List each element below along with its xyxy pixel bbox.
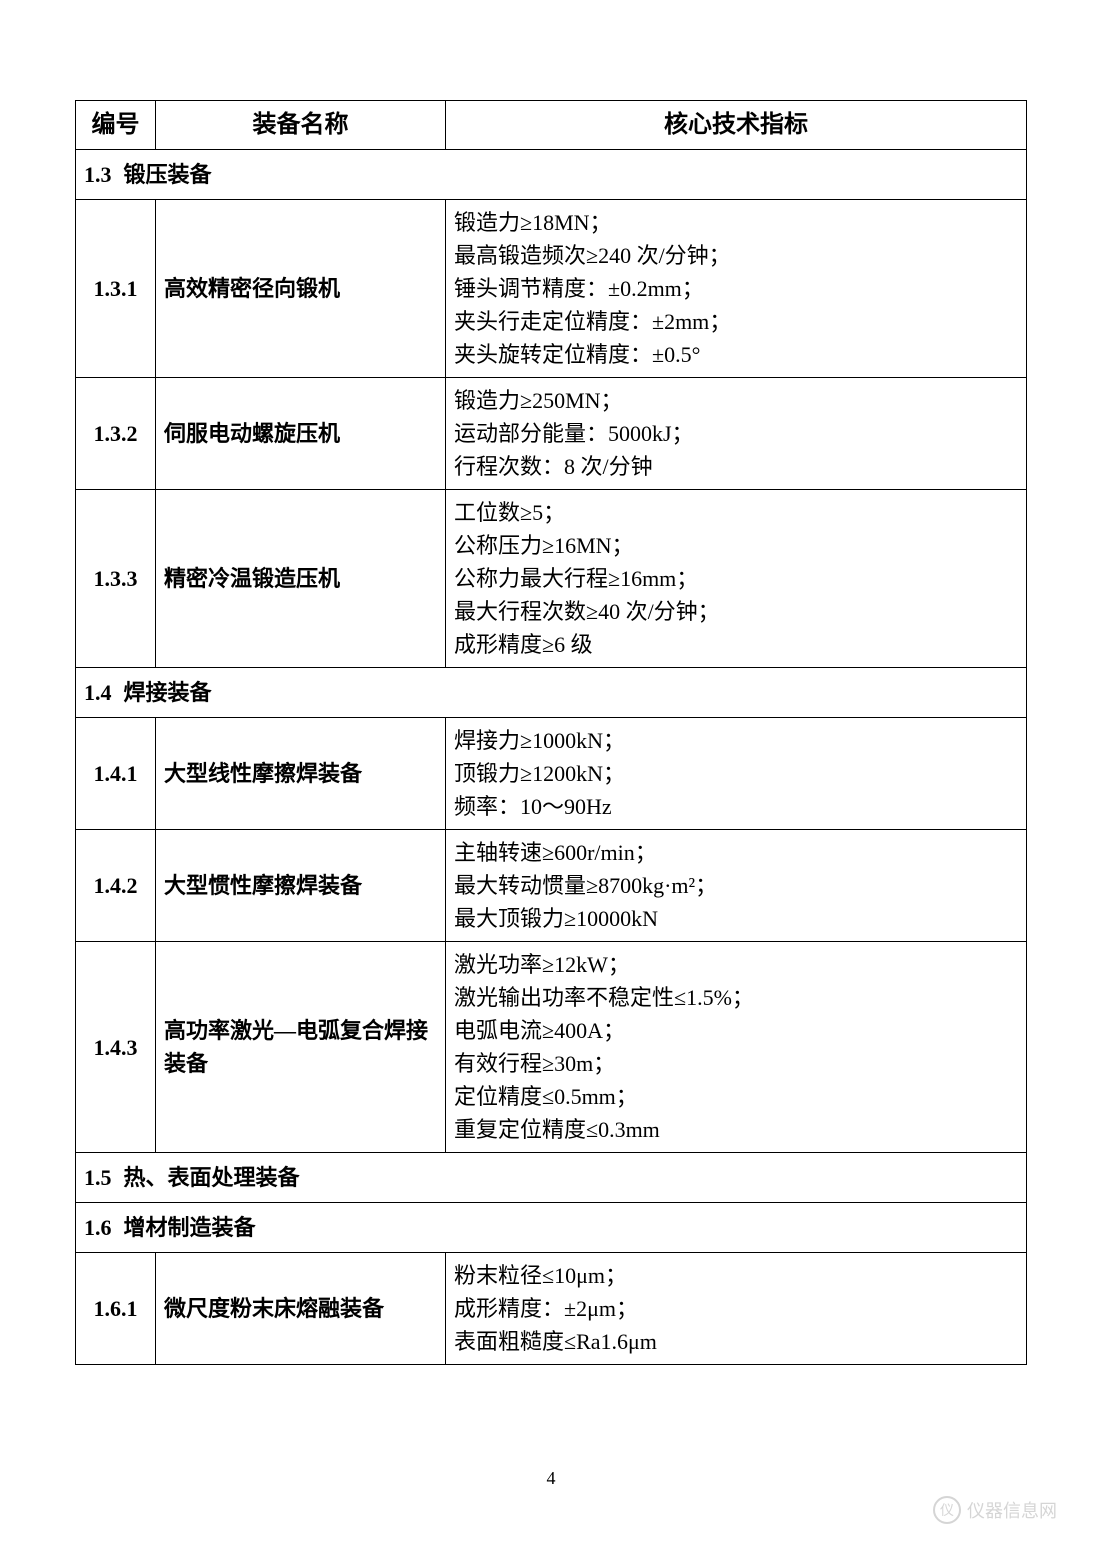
spec-line: 顶锻力≥1200kN； (454, 757, 1018, 790)
header-row: 编号 装备名称 核心技术指标 (76, 101, 1027, 150)
row-id: 1.4.3 (76, 942, 156, 1153)
row-id: 1.3.1 (76, 200, 156, 378)
spec-line: 重复定位精度≤0.3mm (454, 1113, 1018, 1146)
spec-line: 频率：10～90Hz (454, 790, 1018, 823)
row-id: 1.3.3 (76, 490, 156, 668)
header-id: 编号 (76, 101, 156, 150)
spec-line: 行程次数：8 次/分钟 (454, 450, 1018, 483)
spec-line: 夹头旋转定位精度：±0.5° (454, 338, 1018, 371)
table-row: 1.3.1高效精密径向锻机锻造力≥18MN；最高锻造频次≥240 次/分钟；锤头… (76, 200, 1027, 378)
row-id: 1.4.2 (76, 830, 156, 942)
row-spec: 粉末粒径≤10μm；成形精度：±2μm；表面粗糙度≤Ra1.6μm (446, 1253, 1027, 1365)
row-spec: 工位数≥5；公称压力≥16MN；公称力最大行程≥16mm；最大行程次数≥40 次… (446, 490, 1027, 668)
table-body: 1.3 锻压装备 1.3.1高效精密径向锻机锻造力≥18MN；最高锻造频次≥240 … (76, 150, 1027, 1365)
spec-line: 表面粗糙度≤Ra1.6μm (454, 1325, 1018, 1358)
spec-line: 锻造力≥250MN； (454, 384, 1018, 417)
header-spec: 核心技术指标 (446, 101, 1027, 150)
section-title: 1.5 热、表面处理装备 (76, 1153, 1027, 1203)
row-name: 微尺度粉末床熔融装备 (156, 1253, 446, 1365)
spec-line: 定位精度≤0.5mm； (454, 1080, 1018, 1113)
spec-line: 最大顶锻力≥10000kN (454, 902, 1018, 935)
spec-line: 焊接力≥1000kN； (454, 724, 1018, 757)
row-spec: 激光功率≥12kW；激光输出功率不稳定性≤1.5%；电弧电流≥400A；有效行程… (446, 942, 1027, 1153)
spec-line: 锻造力≥18MN； (454, 206, 1018, 239)
equipment-table: 编号 装备名称 核心技术指标 1.3 锻压装备 1.3.1高效精密径向锻机锻造力≥1… (75, 100, 1027, 1365)
spec-line: 工位数≥5； (454, 496, 1018, 529)
table-row: 1.4.3高功率激光—电弧复合焊接装备激光功率≥12kW；激光输出功率不稳定性≤… (76, 942, 1027, 1153)
spec-line: 激光输出功率不稳定性≤1.5%； (454, 981, 1018, 1014)
row-spec: 焊接力≥1000kN；顶锻力≥1200kN；频率：10～90Hz (446, 718, 1027, 830)
row-spec: 锻造力≥250MN；运动部分能量：5000kJ；行程次数：8 次/分钟 (446, 378, 1027, 490)
row-spec: 主轴转速≥600r/min；最大转动惯量≥8700kg·m²；最大顶锻力≥100… (446, 830, 1027, 942)
spec-line: 夹头行走定位精度：±2mm； (454, 305, 1018, 338)
watermark-icon: 仪 (933, 1496, 961, 1524)
section-num: 1.5 (84, 1161, 112, 1194)
table-row: 1.3.3精密冷温锻造压机工位数≥5；公称压力≥16MN；公称力最大行程≥16m… (76, 490, 1027, 668)
row-name: 大型线性摩擦焊装备 (156, 718, 446, 830)
spec-line: 运动部分能量：5000kJ； (454, 417, 1018, 450)
table-row: 1.4.2大型惯性摩擦焊装备主轴转速≥600r/min；最大转动惯量≥8700k… (76, 830, 1027, 942)
spec-line: 成形精度≥6 级 (454, 628, 1018, 661)
row-id: 1.4.1 (76, 718, 156, 830)
row-name: 高效精密径向锻机 (156, 200, 446, 378)
section-num: 1.6 (84, 1211, 112, 1244)
section-row: 1.3 锻压装备 (76, 150, 1027, 200)
row-name: 精密冷温锻造压机 (156, 490, 446, 668)
row-name: 大型惯性摩擦焊装备 (156, 830, 446, 942)
spec-line: 激光功率≥12kW； (454, 948, 1018, 981)
section-title: 1.4 焊接装备 (76, 668, 1027, 718)
spec-line: 公称压力≥16MN； (454, 529, 1018, 562)
spec-line: 电弧电流≥400A； (454, 1014, 1018, 1047)
section-title: 1.3 锻压装备 (76, 150, 1027, 200)
spec-line: 成形精度：±2μm； (454, 1292, 1018, 1325)
section-title-text: 锻压装备 (124, 162, 212, 187)
spec-line: 有效行程≥30m； (454, 1047, 1018, 1080)
table-row: 1.3.2伺服电动螺旋压机锻造力≥250MN；运动部分能量：5000kJ；行程次… (76, 378, 1027, 490)
spec-line: 锤头调节精度：±0.2mm； (454, 272, 1018, 305)
row-id: 1.6.1 (76, 1253, 156, 1365)
section-row: 1.6 增材制造装备 (76, 1203, 1027, 1253)
spec-line: 最大行程次数≥40 次/分钟； (454, 595, 1018, 628)
table-row: 1.6.1微尺度粉末床熔融装备粉末粒径≤10μm；成形精度：±2μm；表面粗糙度… (76, 1253, 1027, 1365)
watermark-text: 仪器信息网 (967, 1497, 1057, 1523)
spec-line: 主轴转速≥600r/min； (454, 836, 1018, 869)
row-name: 伺服电动螺旋压机 (156, 378, 446, 490)
row-name: 高功率激光—电弧复合焊接装备 (156, 942, 446, 1153)
row-spec: 锻造力≥18MN；最高锻造频次≥240 次/分钟；锤头调节精度：±0.2mm；夹… (446, 200, 1027, 378)
section-title-text: 焊接装备 (124, 680, 212, 705)
section-row: 1.5 热、表面处理装备 (76, 1153, 1027, 1203)
table-row: 1.4.1大型线性摩擦焊装备焊接力≥1000kN；顶锻力≥1200kN；频率：1… (76, 718, 1027, 830)
section-num: 1.3 (84, 158, 112, 191)
section-title: 1.6 增材制造装备 (76, 1203, 1027, 1253)
spec-line: 粉末粒径≤10μm； (454, 1259, 1018, 1292)
section-row: 1.4 焊接装备 (76, 668, 1027, 718)
watermark: 仪 仪器信息网 (933, 1496, 1057, 1524)
section-title-text: 增材制造装备 (124, 1215, 256, 1240)
spec-line: 最大转动惯量≥8700kg·m²； (454, 869, 1018, 902)
page-number: 4 (0, 1468, 1102, 1489)
spec-line: 最高锻造频次≥240 次/分钟； (454, 239, 1018, 272)
spec-line: 公称力最大行程≥16mm； (454, 562, 1018, 595)
section-num: 1.4 (84, 676, 112, 709)
section-title-text: 热、表面处理装备 (124, 1165, 300, 1190)
row-id: 1.3.2 (76, 378, 156, 490)
header-name: 装备名称 (156, 101, 446, 150)
